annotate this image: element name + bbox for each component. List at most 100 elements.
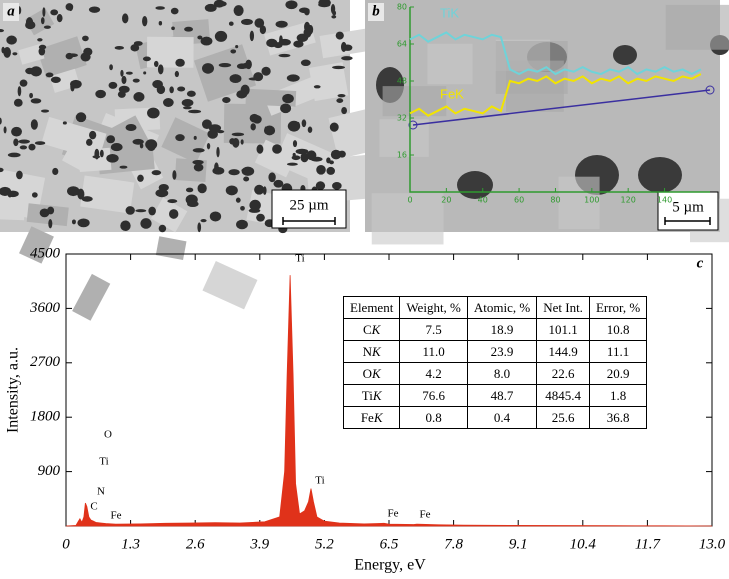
- grain: [193, 44, 257, 102]
- grain: [19, 226, 54, 264]
- grains-b: [371, 4, 729, 245]
- particle: [19, 79, 28, 87]
- table-cell: 1.8: [588, 384, 648, 407]
- table-cell: 20.9: [588, 362, 648, 385]
- table-cell: 144.9: [536, 340, 590, 363]
- y-tick-label: 64: [397, 40, 407, 49]
- particle: [125, 123, 137, 131]
- particle: [68, 3, 73, 12]
- grain: [36, 36, 87, 79]
- grain: [146, 36, 194, 68]
- particle: [39, 208, 50, 218]
- particle: [133, 92, 145, 102]
- scale-bar-label: 5 µm: [672, 199, 704, 215]
- x-tick-label: 20: [441, 196, 451, 205]
- particle: [151, 170, 162, 176]
- profile-line: [409, 31, 702, 76]
- particle: [262, 186, 267, 195]
- particle: [34, 141, 46, 145]
- particle: [228, 21, 234, 26]
- table-cell: 36.8: [588, 406, 648, 429]
- particle: [249, 30, 255, 42]
- particle: [185, 187, 194, 193]
- particle: [135, 209, 147, 213]
- particle: [329, 122, 339, 132]
- particle: [158, 224, 167, 233]
- particle: [11, 126, 22, 137]
- x-tick-label: 80: [550, 196, 560, 205]
- particle: [109, 64, 113, 71]
- x-tick-label: 140: [657, 196, 672, 205]
- header-cell: Error, %: [588, 296, 648, 319]
- x-tick-label: 100: [584, 196, 599, 205]
- table-cell: 0.4: [466, 406, 538, 429]
- line: K: [373, 409, 383, 425]
- particle: [120, 69, 124, 77]
- particle: [89, 130, 97, 140]
- particle: [81, 196, 93, 202]
- particle: [338, 150, 346, 158]
- x-tick-label: 13.0: [699, 536, 726, 552]
- particle: [28, 143, 36, 151]
- particle: [335, 31, 344, 40]
- particle: [209, 211, 222, 222]
- y-tick-label: 48: [397, 77, 407, 86]
- particle: [137, 174, 144, 182]
- particle: [240, 205, 245, 211]
- particle: [207, 129, 218, 139]
- particle: [125, 206, 135, 215]
- particle: [19, 145, 28, 150]
- particle: [300, 59, 311, 67]
- particle: [154, 60, 159, 68]
- particle: [183, 106, 192, 110]
- legend-label: FeK: [440, 86, 464, 101]
- particle: [236, 219, 248, 230]
- particle: [157, 64, 164, 75]
- particle: [235, 197, 241, 203]
- particle: [12, 52, 18, 56]
- particle: [40, 109, 50, 113]
- particle: [243, 176, 250, 182]
- particle: [272, 144, 282, 154]
- particle: [48, 218, 53, 229]
- particle: [316, 165, 326, 175]
- particle: [245, 59, 252, 70]
- particle: [303, 27, 312, 38]
- particle: [17, 86, 22, 97]
- table-cell: 8.0: [466, 362, 538, 385]
- particle: [106, 153, 119, 163]
- particle: [240, 84, 250, 96]
- scale-box: [657, 191, 719, 231]
- particle: [142, 56, 151, 62]
- grain: [379, 119, 429, 157]
- table-cell: 18.9: [466, 318, 538, 341]
- particle: [52, 167, 59, 176]
- x-tick-label: 6.5: [380, 536, 399, 552]
- particle: [0, 28, 4, 33]
- particle: [229, 74, 242, 83]
- particle: [292, 140, 298, 148]
- particle: [0, 117, 2, 125]
- particle: [201, 63, 215, 74]
- particle: [326, 157, 331, 164]
- particle: [278, 53, 291, 58]
- x-tick-label: 2.6: [186, 536, 205, 552]
- particle: [106, 135, 116, 144]
- particle: [261, 66, 271, 76]
- results-table: Element Weight, % Atomic, % Net Int. Error, …: [342, 296, 648, 429]
- legend-label: TiK: [440, 5, 459, 20]
- particle: [315, 181, 326, 190]
- particle: [253, 72, 264, 82]
- table-row: CK 7.5 18.9 101.1 10.8: [342, 318, 648, 341]
- particle: [304, 8, 310, 16]
- particle: [71, 219, 76, 225]
- table-cell: 25.6: [536, 406, 590, 429]
- particle: [7, 152, 21, 158]
- y-tick-label: 2700: [30, 354, 61, 370]
- peak-label: N: [97, 486, 105, 498]
- x-tick-label: 120: [621, 196, 636, 205]
- grain: [665, 4, 729, 50]
- particle: [130, 44, 140, 52]
- particle: [197, 183, 207, 194]
